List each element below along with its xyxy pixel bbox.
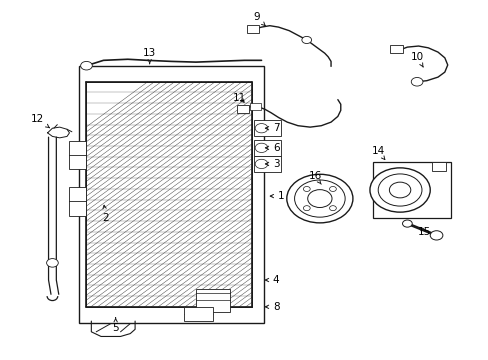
Circle shape <box>369 168 429 212</box>
Bar <box>246 25 259 33</box>
Circle shape <box>303 206 309 211</box>
Bar <box>254 120 281 136</box>
Bar <box>183 307 212 321</box>
Circle shape <box>301 36 311 44</box>
Text: 6: 6 <box>265 143 279 153</box>
Text: 10: 10 <box>410 52 423 67</box>
Circle shape <box>255 123 267 133</box>
Text: 5: 5 <box>112 318 119 333</box>
Text: 13: 13 <box>143 48 156 64</box>
Bar <box>236 105 248 113</box>
Text: 4: 4 <box>265 275 279 285</box>
Text: 3: 3 <box>265 159 279 169</box>
Circle shape <box>388 182 410 198</box>
Circle shape <box>429 231 442 240</box>
Circle shape <box>255 143 267 153</box>
FancyBboxPatch shape <box>69 187 86 216</box>
Text: 12: 12 <box>31 114 49 128</box>
Text: 1: 1 <box>270 191 284 201</box>
Text: 7: 7 <box>265 123 279 133</box>
Bar <box>86 82 251 307</box>
Circle shape <box>81 62 92 70</box>
Circle shape <box>303 186 309 192</box>
Text: 16: 16 <box>308 171 321 184</box>
Circle shape <box>286 174 352 223</box>
Bar <box>254 140 281 156</box>
Text: 9: 9 <box>253 13 264 26</box>
Bar <box>389 45 402 53</box>
Circle shape <box>255 159 267 168</box>
Circle shape <box>46 258 58 267</box>
Bar <box>431 162 446 171</box>
Circle shape <box>402 220 411 227</box>
Text: 14: 14 <box>371 147 384 159</box>
Bar <box>250 103 261 111</box>
Circle shape <box>377 174 421 206</box>
Circle shape <box>410 77 422 86</box>
Bar <box>79 66 264 323</box>
Text: 15: 15 <box>417 227 430 237</box>
Bar <box>372 162 450 217</box>
Bar <box>196 289 229 312</box>
Circle shape <box>294 180 345 217</box>
Circle shape <box>329 186 336 192</box>
Bar <box>254 156 281 172</box>
Text: 11: 11 <box>233 93 246 103</box>
Text: 8: 8 <box>265 302 279 312</box>
Circle shape <box>307 190 331 207</box>
Text: 2: 2 <box>102 205 109 222</box>
FancyBboxPatch shape <box>69 141 86 169</box>
Circle shape <box>329 206 336 211</box>
